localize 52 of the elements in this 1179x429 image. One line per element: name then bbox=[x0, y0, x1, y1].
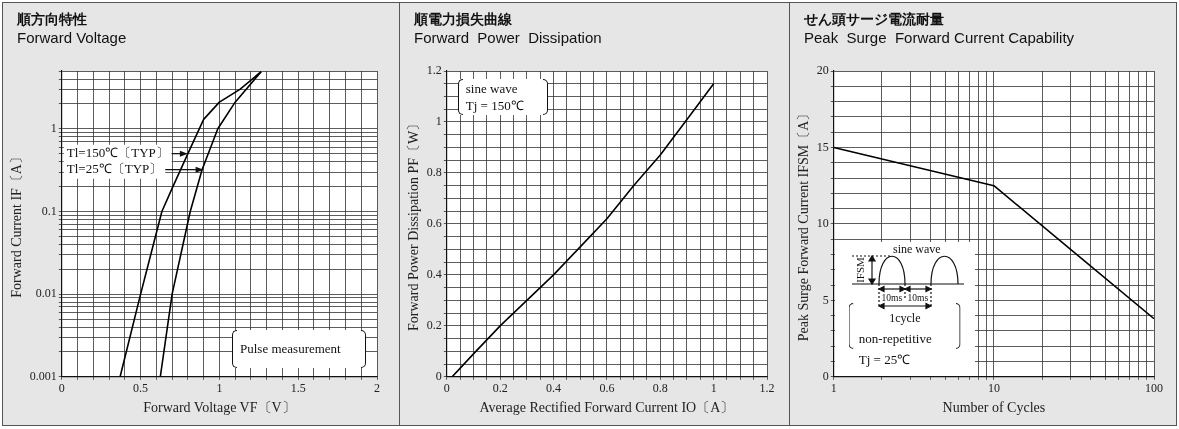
annotation: Tl=150℃〔TYP〕 bbox=[66, 145, 169, 161]
x-tick-label: 2 bbox=[374, 381, 380, 396]
annotation: sine wave bbox=[892, 241, 941, 257]
y-tick-label: 0.001 bbox=[29, 368, 57, 383]
x-tick-label: 10 bbox=[987, 381, 1000, 396]
y-tick-label: 20 bbox=[816, 63, 829, 78]
annotation: sine wave bbox=[465, 80, 519, 97]
chart-subtitle: Peak Surge Forward Current Capability bbox=[804, 29, 1075, 46]
chart-subtitle: Forward Voltage bbox=[17, 29, 127, 46]
x-tick-label: 0.6 bbox=[599, 381, 615, 396]
x-axis-title: Average Rectified Forward Current IO〔A〕 bbox=[479, 400, 735, 416]
y-axis-title: Forward Current IF〔A〕 bbox=[9, 150, 25, 298]
annotation: 10ms bbox=[881, 292, 903, 303]
y-tick-label: 10 bbox=[816, 216, 829, 231]
y-tick-label: 0.01 bbox=[35, 286, 57, 301]
y-axis-title: Peak Surge Forward Current IFSM〔A〕 bbox=[796, 106, 812, 342]
chart-subtitle: Forward Power Dissipation bbox=[414, 29, 602, 46]
x-tick-label: 100 bbox=[1145, 381, 1163, 396]
y-tick-label: 0.1 bbox=[41, 203, 57, 218]
annotation: 10ms bbox=[907, 292, 929, 303]
x-tick-label: 0.4 bbox=[546, 381, 562, 396]
annotation: Tj = 150℃ bbox=[465, 97, 525, 114]
annotation: Tl=25℃〔TYP〕 bbox=[66, 161, 163, 177]
annotation: Tj = 25℃ bbox=[858, 350, 912, 369]
y-tick-label: 0.6 bbox=[426, 216, 442, 231]
annotation: Pulse measurement bbox=[240, 340, 342, 358]
annotation: IFSM bbox=[853, 256, 866, 283]
chart-title: せん頭サージ電流耐量 bbox=[804, 11, 944, 29]
y-tick-label: 0 bbox=[822, 368, 829, 383]
annotation: non-repetitive bbox=[858, 329, 933, 348]
y-tick-label: 5 bbox=[822, 292, 829, 307]
y-tick-label: 1 bbox=[50, 120, 57, 135]
y-tick-label: 15 bbox=[816, 139, 829, 154]
x-tick-label: 0.5 bbox=[133, 381, 149, 396]
x-axis-title: Number of Cycles bbox=[942, 400, 1046, 416]
x-tick-label: 1 bbox=[216, 381, 223, 396]
y-tick-label: 1 bbox=[435, 114, 442, 129]
chart-title: 順方向特性 bbox=[17, 11, 87, 29]
x-tick-label: 1.5 bbox=[290, 381, 306, 396]
x-tick-label: 0.8 bbox=[652, 381, 668, 396]
y-tick-label: 0.4 bbox=[426, 267, 442, 282]
y-tick-label: 0.8 bbox=[426, 165, 442, 180]
y-tick-label: 0.2 bbox=[426, 317, 442, 332]
x-tick-label: 1.2 bbox=[759, 381, 775, 396]
x-tick-label: 1 bbox=[710, 381, 717, 396]
y-tick-label: 1.2 bbox=[426, 63, 442, 78]
y-axis-title: Forward Power Dissipation PF〔W〕 bbox=[406, 116, 422, 332]
chart-title: 順電力損失曲線 bbox=[414, 11, 512, 29]
annotation: 1cycle bbox=[889, 310, 921, 326]
x-axis-title: Forward Voltage VF〔V〕 bbox=[143, 400, 296, 416]
x-tick-label: 0.2 bbox=[492, 381, 508, 396]
y-tick-label: 0 bbox=[435, 368, 442, 383]
